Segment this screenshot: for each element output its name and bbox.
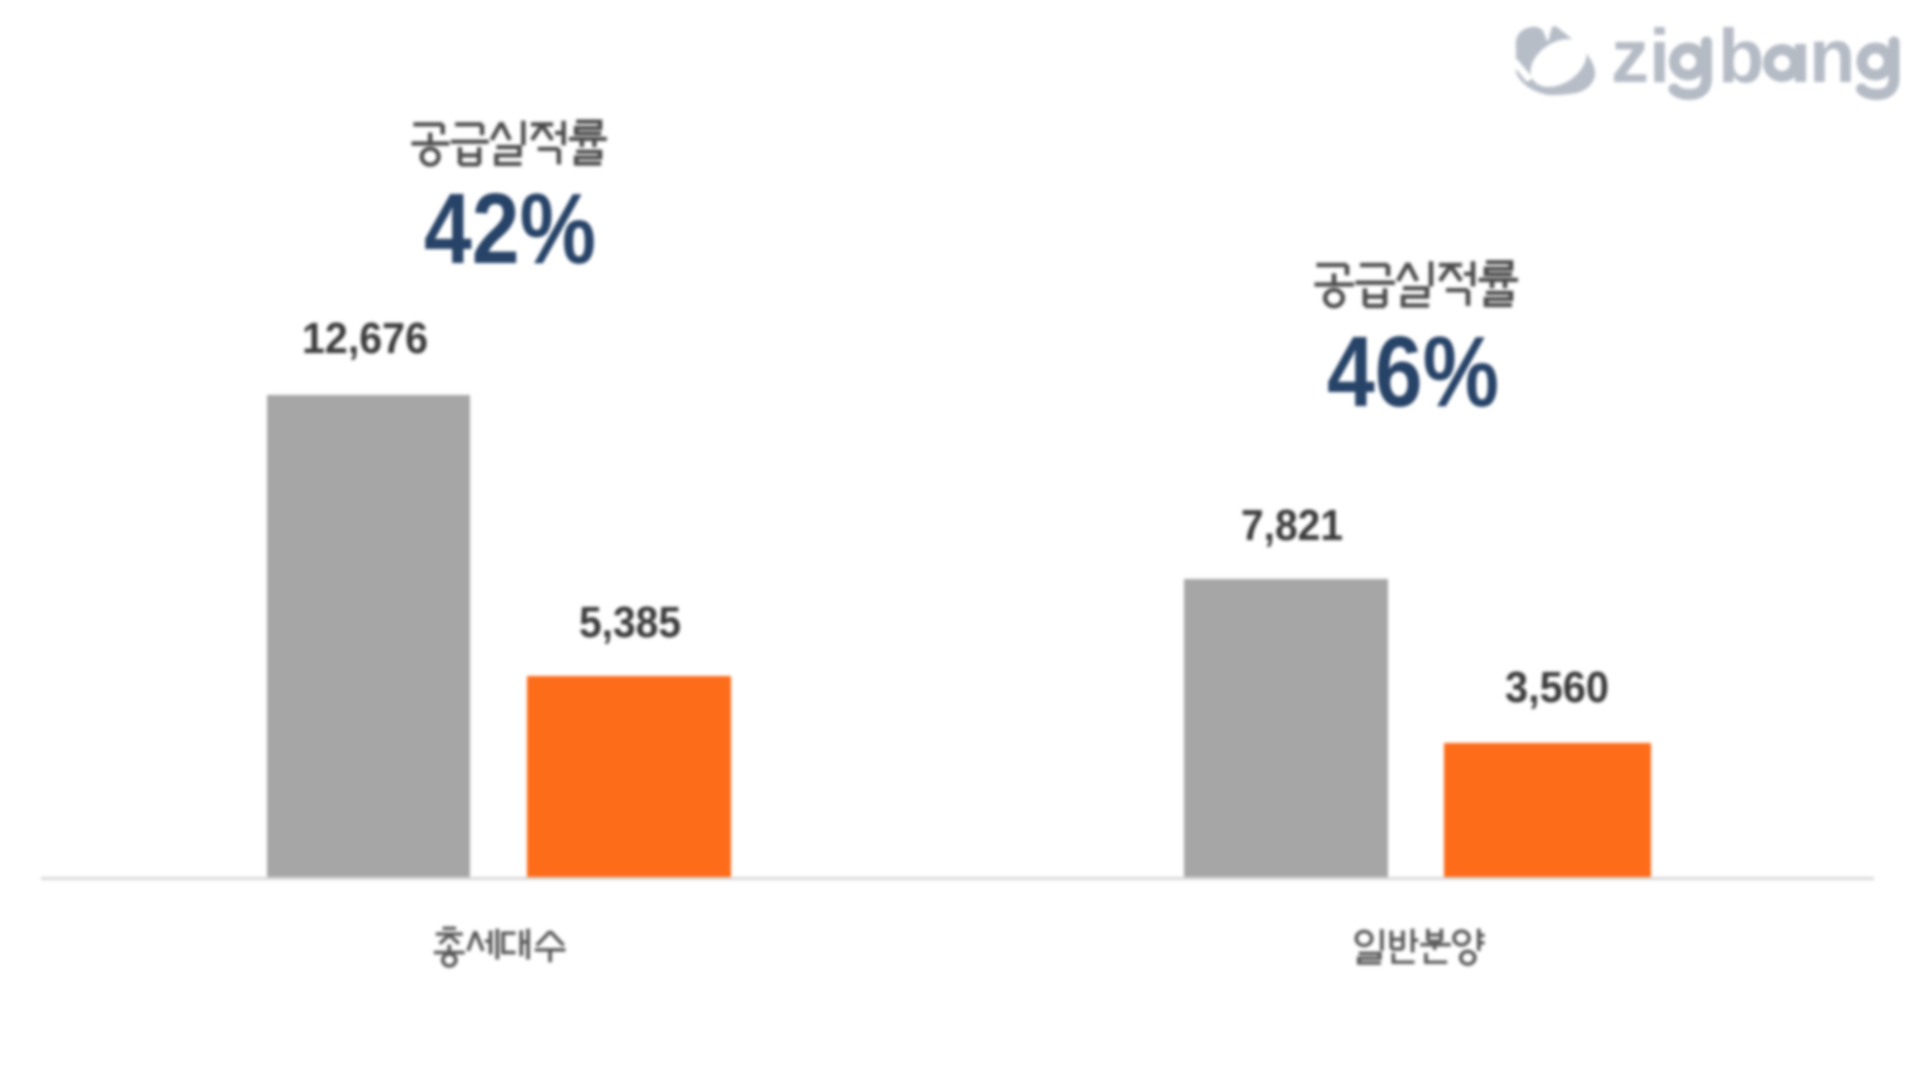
svg-text:12,676: 12,676 <box>302 314 428 363</box>
svg-text:zi: zi <box>1611 14 1670 99</box>
svg-text:5,385: 5,385 <box>579 598 681 647</box>
svg-text:b: b <box>1718 14 1764 99</box>
svg-text:3,560: 3,560 <box>1505 663 1609 712</box>
svg-text:n: n <box>1809 14 1855 99</box>
svg-text:7,821: 7,821 <box>1241 501 1343 550</box>
svg-text:46%: 46% <box>1327 316 1499 428</box>
svg-text:42%: 42% <box>424 173 596 285</box>
